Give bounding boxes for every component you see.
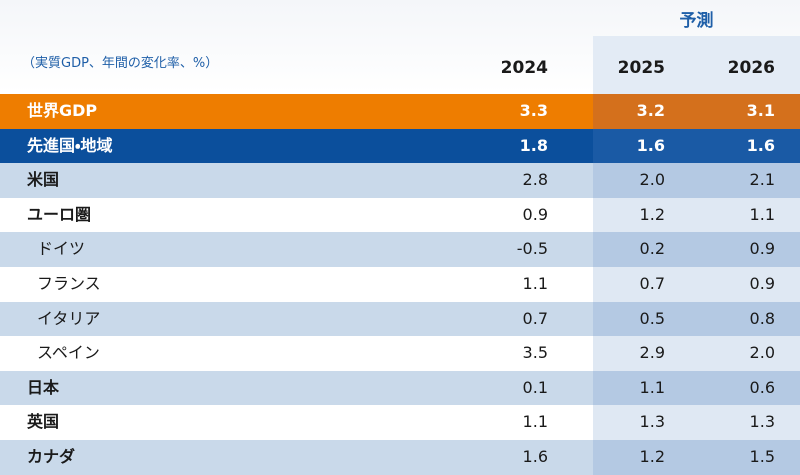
row-label: ユーロ圏 — [27, 204, 92, 224]
row-label: 米国 — [27, 170, 60, 190]
value-cell: 3.2 — [636, 101, 665, 120]
row-label: カナダ — [27, 447, 76, 466]
forecast-cell-bg — [593, 301, 800, 337]
year-header: 2025 — [617, 58, 665, 78]
forecast-cell-bg — [593, 163, 800, 198]
value-cell: 1.5 — [749, 447, 775, 466]
value-cell: 2.1 — [749, 170, 775, 190]
forecast-cell-bg — [593, 440, 800, 475]
value-cell: 1.3 — [749, 412, 775, 432]
value-cell: 2.0 — [639, 170, 665, 190]
value-cell: 1.2 — [639, 204, 665, 224]
value-cell: 3.1 — [746, 101, 775, 120]
forecast-cell-bg — [593, 267, 800, 302]
table-row: カナダ 1.6 1.2 1.5 — [0, 440, 800, 475]
row-label: 先進国・地域 — [27, 135, 113, 155]
table-row: ユーロ圏 0.9 1.2 1.1 — [0, 197, 800, 233]
value-cell: -0.5 — [516, 239, 548, 259]
row-label: イタリア — [37, 308, 101, 328]
value-cell: 1.3 — [639, 412, 665, 432]
value-cell: 0.9 — [749, 274, 775, 293]
forecast-cell-bg — [593, 336, 800, 371]
forecast-label: 予測 — [679, 11, 714, 31]
row-label: 世界GDP — [27, 101, 98, 120]
table-row: 米国 2.8 2.0 2.1 — [0, 163, 800, 198]
value-cell: 1.2 — [639, 447, 665, 466]
table-row: 先進国・地域 1.8 1.6 1.6 — [0, 128, 800, 164]
value-cell: 1.6 — [522, 447, 548, 466]
value-cell: 2.9 — [639, 343, 665, 363]
value-cell: 1.1 — [639, 377, 665, 397]
forecast-cell-bg — [593, 94, 800, 129]
forecast-cell-bg — [593, 405, 800, 440]
value-cell: 0.9 — [749, 239, 775, 259]
value-cell: 0.7 — [639, 274, 665, 293]
table-row: スペイン 3.5 2.9 2.0 — [0, 336, 800, 371]
row-label: フランス — [37, 274, 101, 293]
value-cell: 0.1 — [522, 377, 548, 397]
table-row: 日本 0.1 1.1 0.6 — [0, 370, 800, 406]
table-row: ドイツ -0.5 0.2 0.9 — [0, 232, 800, 267]
forecast-cell-bg — [593, 128, 800, 164]
value-cell: 2.8 — [522, 170, 548, 190]
year-header: 2024 — [500, 58, 548, 78]
forecast-cell-bg — [593, 197, 800, 233]
forecast-cell-bg — [593, 370, 800, 406]
value-cell: 1.8 — [519, 135, 548, 155]
table-row: 英国 1.1 1.3 1.3 — [0, 405, 800, 440]
value-cell: 3.5 — [522, 343, 548, 363]
value-cell: 0.9 — [522, 204, 548, 224]
value-cell: 0.7 — [522, 308, 548, 328]
row-label: スペイン — [37, 343, 100, 363]
forecast-header-band — [593, 36, 800, 94]
table-row: 世界GDP 3.3 3.2 3.1 — [0, 94, 800, 129]
value-cell: 1.1 — [749, 204, 775, 224]
row-label: 日本 — [27, 377, 60, 397]
unit-note: （実質GDP、年間の変化率、%） — [22, 56, 219, 71]
forecast-cell-bg — [593, 232, 800, 267]
row-label: 英国 — [27, 412, 60, 432]
value-cell: 1.1 — [522, 274, 548, 293]
value-cell: 1.1 — [522, 412, 548, 432]
value-cell: 0.5 — [639, 308, 665, 328]
value-cell: 0.2 — [639, 239, 665, 259]
value-cell: 1.6 — [746, 135, 775, 155]
value-cell: 2.0 — [749, 343, 775, 363]
year-header: 2026 — [727, 58, 775, 78]
value-cell: 1.6 — [636, 135, 665, 155]
value-cell: 0.8 — [749, 308, 775, 328]
value-cell: 0.6 — [749, 377, 775, 397]
table-row: イタリア 0.7 0.5 0.8 — [0, 301, 800, 337]
table-row: フランス 1.1 0.7 0.9 — [0, 267, 800, 302]
value-cell: 3.3 — [519, 101, 548, 120]
row-label: ドイツ — [37, 239, 86, 259]
